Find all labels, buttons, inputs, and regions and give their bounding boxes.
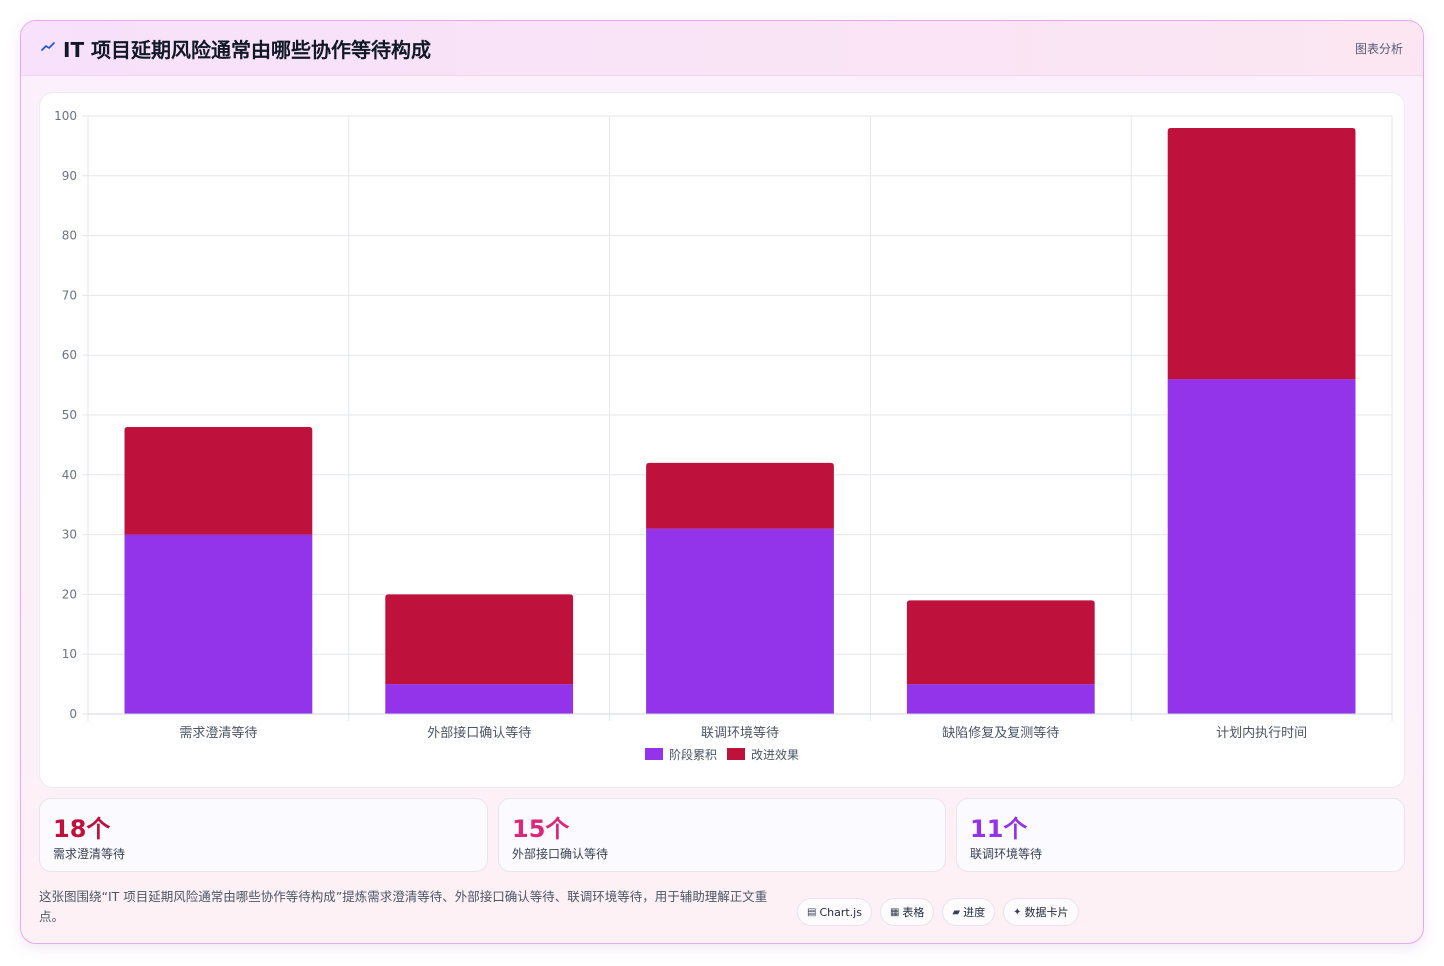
- stat-card-requirements: 18个 需求澄清等待: [39, 798, 488, 872]
- pill-label: Chart.js: [819, 905, 862, 919]
- legend-label: 阶段累积: [669, 747, 717, 762]
- legend-label: 改进效果: [751, 747, 799, 762]
- footer-description: 这张图围绕“IT 项目延期风险通常由哪些协作等待构成”提炼需求澄清等待、外部接口…: [39, 889, 768, 924]
- table-icon: ▦: [889, 906, 900, 918]
- pill-label: 表格: [902, 906, 925, 919]
- legend-swatch: [645, 748, 663, 760]
- stat-value: 11个: [970, 815, 1028, 843]
- stat-label: 外部接口确认等待: [512, 847, 609, 861]
- x-tick-label: 需求澄清等待: [179, 725, 257, 741]
- bar-segment: [385, 684, 574, 714]
- x-tick-label: 缺陷修复及复测等待: [942, 725, 1059, 741]
- bar-segment: [124, 426, 313, 535]
- progress-icon: ▰: [952, 906, 961, 918]
- pill-data-card[interactable]: ✦ 数据卡片: [1003, 898, 1079, 926]
- bar-segment: [646, 462, 834, 529]
- y-tick-label: 20: [62, 587, 77, 601]
- bar-segment: [906, 600, 1095, 685]
- feature-pills: ▤ Chart.js ▦ 表格 ▰ 进度 ✦ 数据卡片: [797, 898, 1079, 926]
- y-tick-label: 70: [62, 288, 77, 302]
- y-tick-label: 90: [62, 169, 77, 183]
- pill-table[interactable]: ▦ 表格: [879, 898, 935, 926]
- x-tick-label: 计划内执行时间: [1216, 725, 1307, 741]
- card-header: IT 项目延期风险通常由哪些协作等待构成 图表分析: [21, 21, 1423, 76]
- stat-label: 需求澄清等待: [53, 847, 126, 861]
- stacked-bar-chart: 0 10 20 30 40 50 60 70 80 90 100 需求澄清等待 外部接口确认等待 联调环境…: [54, 109, 1393, 762]
- stat-card-environment: 11个 联调环境等待: [956, 798, 1405, 872]
- trend-line-icon: [41, 42, 55, 51]
- chart-card: IT 项目延期风险通常由哪些协作等待构成 图表分析 0 10 20 30 40 50 60 7…: [20, 20, 1424, 944]
- y-tick-label: 0: [69, 707, 77, 721]
- y-tick-label: 50: [62, 408, 77, 422]
- sparkle-icon: ✦: [1013, 906, 1022, 918]
- chart-icon: ▤: [807, 906, 817, 918]
- y-tick-label: 80: [62, 229, 77, 243]
- bar-segment: [385, 594, 574, 685]
- pill-label: 数据卡片: [1024, 906, 1069, 919]
- y-tick-label: 30: [62, 528, 77, 542]
- x-tick-label: 联调环境等待: [701, 725, 779, 741]
- chart-analysis-tag: 图表分析: [1354, 42, 1403, 56]
- pill-chartjs[interactable]: ▤ Chart.js: [797, 898, 872, 926]
- y-tick-label: 10: [62, 647, 77, 661]
- legend-swatch: [727, 748, 745, 760]
- page-title: IT 项目延期风险通常由哪些协作等待构成: [63, 38, 432, 62]
- stat-value: 18个: [53, 815, 111, 843]
- pill-progress[interactable]: ▰ 进度: [942, 898, 996, 926]
- x-tick-label: 外部接口确认等待: [427, 725, 531, 741]
- y-tick-label: 100: [54, 109, 77, 123]
- stat-value: 15个: [512, 815, 570, 843]
- bar-segment: [906, 684, 1095, 714]
- stat-card-interface: 15个 外部接口确认等待: [498, 798, 946, 872]
- stat-label: 联调环境等待: [970, 847, 1043, 861]
- bar-segment: [646, 528, 834, 714]
- y-tick-label: 60: [62, 348, 77, 362]
- y-tick-label: 40: [62, 468, 77, 482]
- chart-panel: 0 10 20 30 40 50 60 70 80 90 100 需求澄清等待 外部接口确认等待 联调环境…: [39, 92, 1405, 788]
- bar-segment: [1167, 127, 1356, 380]
- pill-label: 进度: [963, 906, 986, 919]
- bar-segment: [124, 534, 313, 714]
- bar-segment: [1167, 379, 1356, 714]
